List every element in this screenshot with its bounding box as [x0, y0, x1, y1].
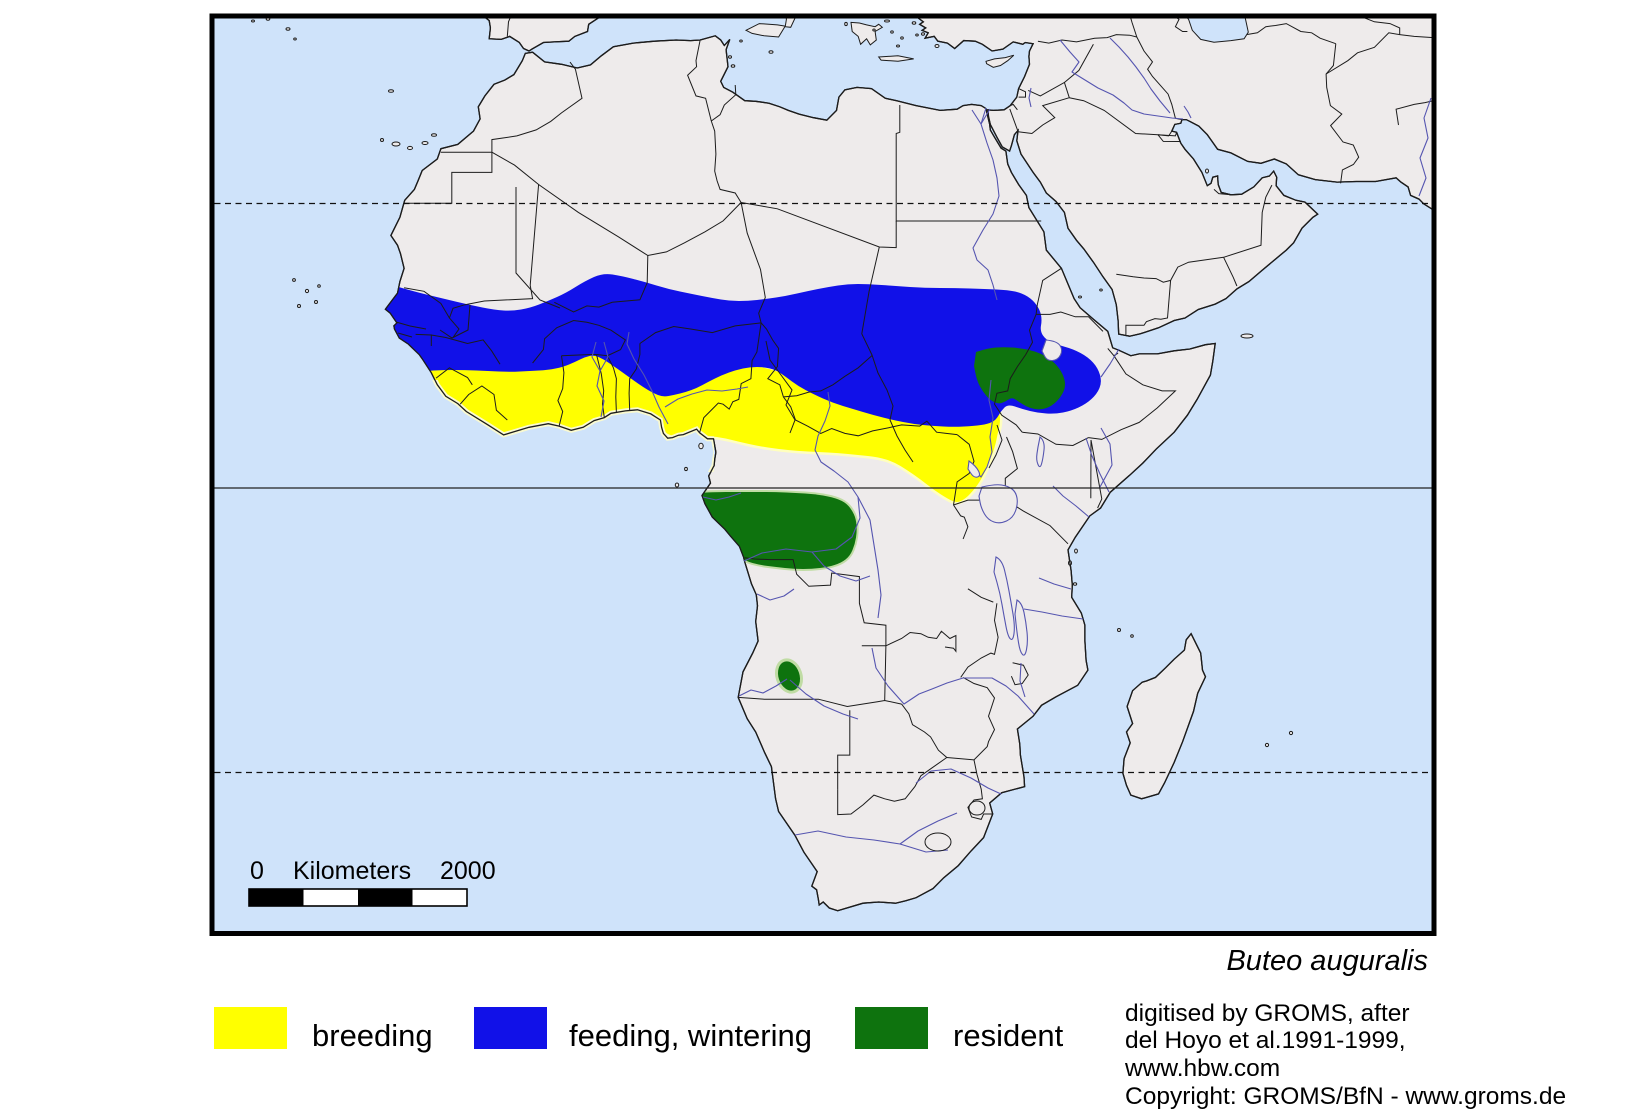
svg-text:del Hoyo et al.1991-1999,: del Hoyo et al.1991-1999,	[1125, 1027, 1406, 1054]
svg-text:0: 0	[250, 857, 264, 885]
svg-text:digitised by GROMS, after: digitised by GROMS, after	[1125, 1000, 1410, 1027]
svg-text:feeding, wintering: feeding, wintering	[569, 1018, 812, 1053]
svg-text:breeding: breeding	[312, 1018, 433, 1053]
svg-text:www.hbw.com: www.hbw.com	[1124, 1055, 1280, 1082]
svg-text:2000: 2000	[440, 857, 496, 885]
svg-text:Kilometers: Kilometers	[293, 857, 411, 885]
svg-text:Buteo auguralis: Buteo auguralis	[1226, 945, 1428, 977]
svg-text:resident: resident	[953, 1018, 1064, 1053]
svg-text:Copyright: GROMS/BfN - www.gro: Copyright: GROMS/BfN - www.groms.de	[1125, 1083, 1566, 1110]
